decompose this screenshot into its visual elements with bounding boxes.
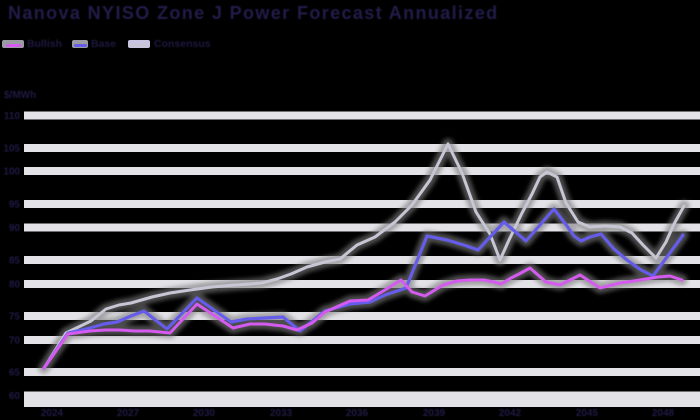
svg-text:2027: 2027 [117,408,140,419]
svg-text:2033: 2033 [270,408,293,419]
svg-text:75: 75 [9,312,21,323]
svg-text:110: 110 [4,111,21,122]
svg-text:90: 90 [9,223,21,234]
svg-text:2048: 2048 [652,408,675,419]
svg-text:$/MWh: $/MWh [4,90,36,101]
svg-text:2042: 2042 [499,408,522,419]
svg-text:2030: 2030 [193,408,216,419]
svg-text:95: 95 [9,200,21,211]
svg-text:60: 60 [9,391,21,402]
svg-text:70: 70 [9,336,21,347]
svg-text:2024: 2024 [41,408,64,419]
svg-text:65: 65 [9,368,21,379]
svg-text:105: 105 [3,144,20,155]
svg-text:2039: 2039 [423,408,446,419]
svg-text:100: 100 [3,167,20,178]
svg-text:2045: 2045 [576,408,599,419]
svg-text:2036: 2036 [346,408,369,419]
svg-text:80: 80 [9,280,21,291]
svg-text:85: 85 [9,256,21,267]
